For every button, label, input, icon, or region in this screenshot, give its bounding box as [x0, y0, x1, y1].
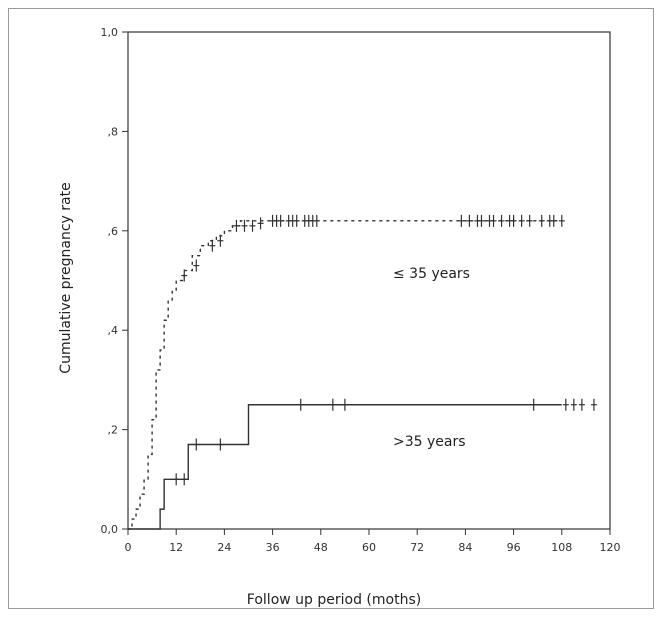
y-tick-label: ,8	[108, 125, 119, 138]
x-tick-label: 84	[458, 541, 472, 554]
series-layer	[127, 214, 597, 530]
series-2-line	[128, 404, 562, 530]
y-tick-label: ,6	[108, 225, 119, 238]
annotation-le35: ≤ 35 years	[393, 266, 470, 282]
x-tick-label: 72	[410, 541, 424, 554]
y-tick-label: 1,0	[101, 26, 119, 39]
x-tick-label: 48	[314, 541, 328, 554]
x-tick-label: 0	[125, 541, 132, 554]
labels: Follow up period (moths) Cumulative preg…	[58, 182, 470, 608]
axes: 0 12 24 36 48 60 72 84 96 108 120 0,0 ,2 ,4 ,6 ,8 1,0	[101, 26, 621, 554]
y-tick-label: ,4	[108, 324, 119, 337]
x-tick-label: 24	[217, 541, 231, 554]
x-tick-label: 108	[551, 541, 572, 554]
x-tick-label: 120	[600, 541, 621, 554]
y-axis-title: Cumulative pregnancy rate	[58, 182, 74, 373]
y-tick-label: 0,0	[101, 523, 119, 536]
x-axis-title: Follow up period (moths)	[247, 592, 421, 608]
y-tick-label: ,2	[108, 424, 119, 437]
plot-area-border	[127, 31, 611, 530]
x-tick-label: 96	[507, 541, 521, 554]
x-tick-label: 12	[169, 541, 183, 554]
x-tick-label: 36	[266, 541, 280, 554]
x-tick-label: 60	[362, 541, 376, 554]
series-1-line	[127, 220, 563, 530]
annotation-gt35: >35 years	[393, 434, 466, 450]
chart-frame	[8, 8, 654, 609]
